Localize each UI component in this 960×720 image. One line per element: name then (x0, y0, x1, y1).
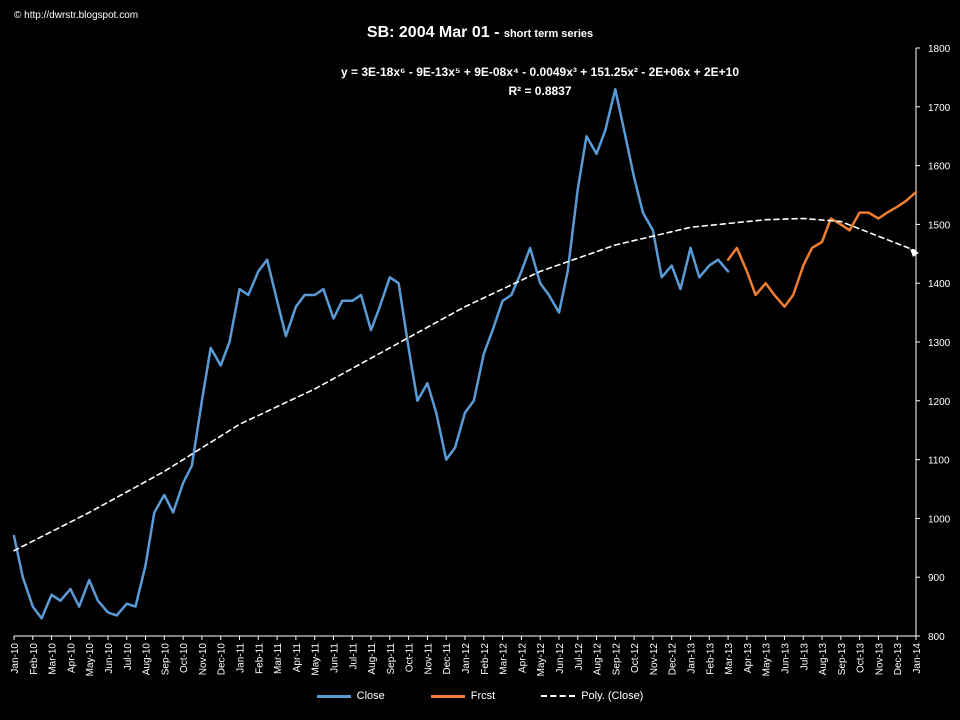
x-tick-label: Aug-10 (142, 643, 153, 676)
x-tick-label: Jul-12 (574, 643, 585, 671)
y-tick-label: 1600 (928, 162, 951, 173)
x-tick-label: Jan-11 (236, 643, 247, 673)
series-forecast-line (726, 190, 918, 308)
x-tick-label: Dec-10 (217, 643, 228, 676)
x-tick-label: Dec-11 (442, 643, 453, 675)
x-tick-label: Apr-10 (66, 643, 77, 673)
x-tick-label: Sep-10 (160, 643, 171, 676)
x-tick-label: Dec-12 (668, 643, 679, 676)
chart-title-sub: short term series (503, 28, 594, 40)
legend-item-close: Close (316, 690, 385, 702)
legend-label-forecast: Frcst (470, 690, 496, 702)
x-tick-label: Mar-10 (48, 643, 59, 675)
x-tick-label: Jan-13 (687, 643, 698, 674)
legend-item-forecast: Frcst (430, 690, 496, 702)
x-tick-label: May-12 (536, 643, 547, 677)
y-tick-label: 1300 (928, 338, 951, 349)
x-tick-label: Dec-13 (893, 643, 904, 676)
x-tick-label: Jan-14 (912, 643, 923, 674)
y-tick-label: 1000 (928, 514, 951, 525)
chart-title: SB: 2004 Mar 01 - short term series (0, 24, 960, 42)
x-tick-label: Nov-12 (649, 643, 660, 676)
x-tick-label: Sep-13 (837, 643, 848, 676)
x-tick-label: Feb-11 (254, 643, 265, 674)
trendline-arrowhead (910, 248, 919, 257)
x-tick-label: Feb-13 (705, 643, 716, 675)
legend-swatch-poly (541, 695, 576, 697)
legend-swatch-close (316, 694, 351, 698)
x-tick-label: Sep-12 (611, 643, 622, 676)
x-tick-label: Oct-10 (179, 643, 190, 673)
x-tick-label: Oct-11 (405, 643, 416, 673)
x-tick-label: Jun-12 (555, 643, 566, 674)
x-tick-label: Jul-11 (348, 643, 359, 670)
x-tick-label: Jun-11 (329, 643, 340, 673)
y-tick-label: 1400 (928, 279, 951, 290)
x-tick-label: Sep-11 (386, 643, 397, 675)
x-tick-label: Nov-11 (423, 643, 434, 675)
series-poly-trendline (13, 217, 917, 552)
trendline-r-squared: R² = 0.8837 (508, 84, 572, 98)
y-tick-label: 1100 (928, 456, 950, 467)
y-tick-label: 1200 (928, 397, 951, 408)
legend-label-close: Close (356, 690, 385, 702)
x-tick-label: Mar-11 (273, 643, 284, 674)
chart-legend: Close Frcst Poly. (Close) (0, 690, 960, 702)
legend-swatch-forecast (430, 694, 465, 698)
x-tick-label: Aug-13 (818, 643, 829, 676)
x-tick-label: Jan-10 (10, 643, 21, 674)
x-tick-label: Apr-11 (292, 643, 303, 673)
x-tick-label: Jun-10 (104, 643, 115, 674)
x-tick-label: May-10 (85, 643, 96, 677)
x-tick-label: Feb-10 (29, 643, 40, 675)
legend-item-poly: Poly. (Close) (541, 690, 643, 702)
x-tick-label: Oct-12 (630, 643, 641, 673)
x-tick-label: Jul-13 (799, 643, 810, 671)
y-tick-label: 800 (928, 632, 945, 643)
x-tick-label: Apr-13 (743, 643, 754, 673)
chart-title-main: SB: 2004 Mar 01 - (366, 24, 504, 41)
x-tick-label: Feb-12 (480, 643, 491, 675)
x-tick-label: Nov-10 (198, 643, 209, 676)
series-close-line (12, 87, 730, 620)
trendline-equation: y = 3E-18x⁶ - 9E-13x⁵ + 9E-08x⁴ - 0.0049… (340, 65, 740, 79)
y-tick-label: 1500 (928, 220, 951, 231)
y-tick-label: 1800 (928, 44, 951, 55)
x-tick-label: May-13 (762, 643, 773, 677)
legend-label-poly: Poly. (Close) (581, 690, 644, 702)
x-tick-label: Apr-12 (517, 643, 528, 673)
x-tick-label: Nov-13 (874, 643, 885, 676)
y-tick-label: 1700 (928, 103, 951, 114)
y-tick-label: 900 (928, 573, 945, 584)
x-tick-label: Mar-12 (499, 643, 510, 675)
x-tick-label: Jun-13 (780, 643, 791, 674)
x-tick-label: Aug-12 (593, 643, 604, 676)
x-tick-label: Jan-12 (461, 643, 472, 674)
x-tick-label: Jul-10 (123, 643, 134, 671)
x-tick-label: Mar-13 (724, 643, 735, 675)
x-tick-label: May-11 (311, 643, 322, 676)
x-tick-label: Oct-13 (856, 643, 867, 673)
x-tick-label: Aug-11 (367, 643, 378, 675)
copyright-text: © http://dwrstr.blogspot.com (14, 10, 139, 21)
